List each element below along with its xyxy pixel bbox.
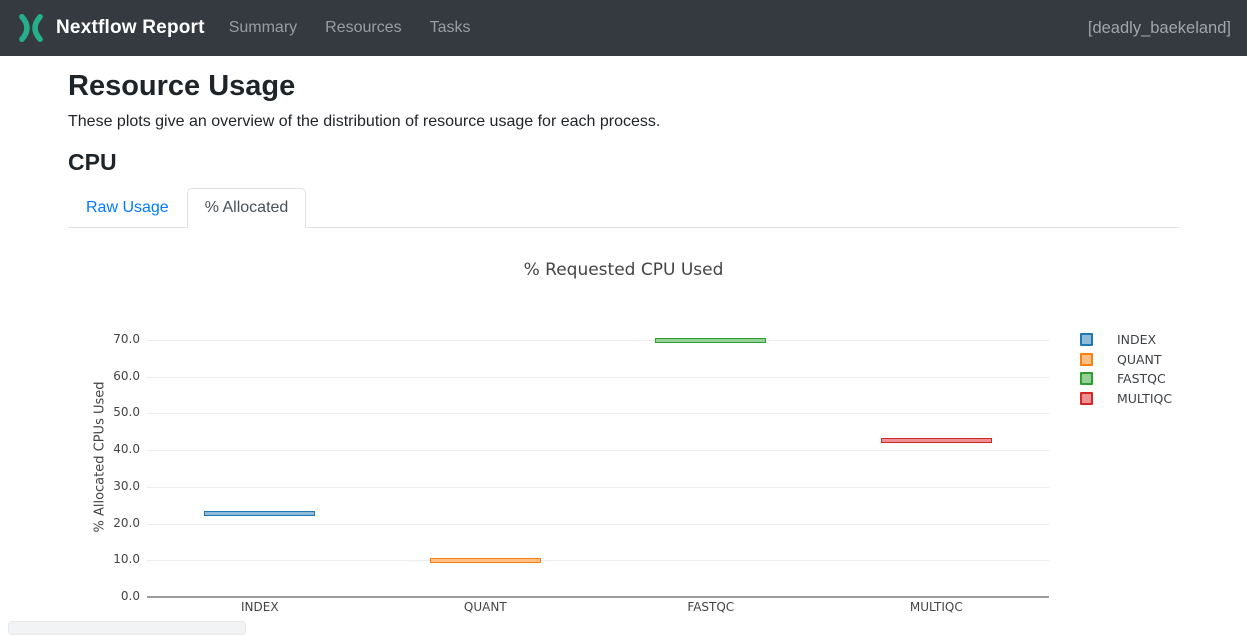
chart-title: % Requested CPU Used bbox=[523, 260, 724, 280]
y-tick-label: 50.0 bbox=[113, 405, 140, 420]
x-tick-label-quant: QUANT bbox=[463, 600, 507, 614]
main-content: Resource Usage These plots give an overv… bbox=[0, 70, 1247, 228]
gridline bbox=[147, 560, 1049, 562]
legend-item-index[interactable]: INDEX bbox=[1080, 332, 1156, 347]
box-mark-index[interactable] bbox=[204, 510, 316, 516]
cpu-tab-bar: Raw Usage % Allocated bbox=[68, 188, 1179, 228]
tab-raw-usage[interactable]: Raw Usage bbox=[86, 199, 169, 216]
tab-pct-allocated[interactable]: % Allocated bbox=[186, 188, 307, 228]
legend-item-multiqc[interactable]: MULTIQC bbox=[1080, 391, 1172, 406]
legend-item-fastqc[interactable]: FASTQC bbox=[1080, 371, 1166, 386]
x-tick-label-fastqc: FASTQC bbox=[687, 600, 735, 614]
gridline bbox=[147, 376, 1049, 378]
section-title-cpu: CPU bbox=[68, 149, 117, 175]
nextflow-logo-icon bbox=[19, 13, 43, 43]
legend-label: INDEX bbox=[1117, 332, 1157, 347]
page-title: Resource Usage bbox=[68, 70, 296, 102]
nav-item-summary[interactable]: Summary bbox=[228, 19, 298, 36]
navbar-menu: Summary Resources Tasks bbox=[215, 11, 485, 45]
y-tick-label: 10.0 bbox=[113, 552, 140, 567]
gridline bbox=[147, 413, 1049, 415]
box-mark-fastqc[interactable] bbox=[655, 338, 767, 344]
browser-status-tooltip bbox=[8, 621, 246, 635]
y-tick-label: 20.0 bbox=[113, 515, 140, 530]
gridline bbox=[147, 450, 1049, 452]
page-description: These plots give an overview of the dist… bbox=[68, 113, 661, 130]
nav-item-resources[interactable]: Resources bbox=[325, 19, 402, 36]
run-name-label: [deadly_baekeland] bbox=[1087, 18, 1231, 37]
x-axis-line bbox=[147, 596, 1049, 598]
plot-area[interactable] bbox=[147, 318, 1049, 597]
legend-label: QUANT bbox=[1117, 351, 1162, 367]
x-tick-label-multiqc: MULTIQC bbox=[909, 600, 963, 614]
navbar-brand: Nextflow Report bbox=[16, 13, 205, 43]
legend-marker-fastqc bbox=[1080, 372, 1093, 386]
navbar: Nextflow Report Summary Resources Tasks … bbox=[0, 0, 1247, 56]
y-tick-label: 70.0 bbox=[113, 332, 140, 346]
y-tick-label: 0.0 bbox=[120, 589, 140, 603]
y-tick-label: 60.0 bbox=[113, 368, 140, 383]
y-tick-label: 40.0 bbox=[113, 442, 140, 457]
box-mark-multiqc[interactable] bbox=[880, 438, 992, 444]
legend-label: FASTQC bbox=[1117, 371, 1166, 387]
y-axis-title: % Allocated CPUs Used bbox=[92, 381, 108, 533]
brand-title: Nextflow Report bbox=[56, 17, 205, 38]
gridline bbox=[147, 340, 1049, 341]
y-tick-label: 30.0 bbox=[113, 478, 140, 493]
legend-marker-quant bbox=[1080, 352, 1093, 366]
nav-item-tasks[interactable]: Tasks bbox=[429, 19, 471, 36]
box-mark-quant[interactable] bbox=[429, 558, 541, 564]
legend-marker-multiqc bbox=[1080, 391, 1093, 405]
cpu-pct-allocated-chart: % Requested CPU Used % Allocated CPUs Us… bbox=[0, 228, 1247, 631]
legend-marker-index bbox=[1080, 333, 1093, 346]
gridline bbox=[147, 523, 1049, 525]
gridline bbox=[147, 486, 1049, 488]
legend-item-quant[interactable]: QUANT bbox=[1080, 352, 1162, 367]
x-tick-label-index: INDEX bbox=[241, 600, 279, 614]
legend-label: MULTIQC bbox=[1117, 390, 1173, 406]
